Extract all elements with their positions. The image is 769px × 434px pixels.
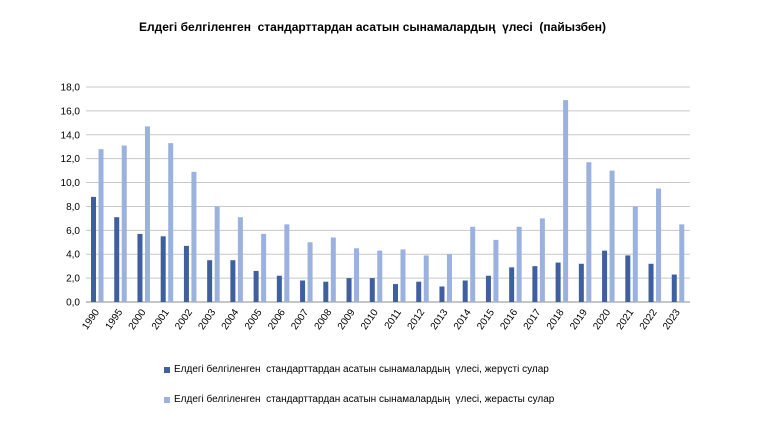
x-tick-label: 2023 <box>661 307 683 332</box>
bar-ground-water <box>656 188 662 302</box>
x-tick-label: 2014 <box>452 307 474 332</box>
y-tick-label: 16,0 <box>61 106 81 117</box>
bar-ground-water <box>446 254 452 302</box>
x-tick-label: 2002 <box>173 307 195 332</box>
legend-label-ground-water: Елдегі белгіленген стандарттардан асатын… <box>174 394 555 405</box>
bar-surface-water <box>462 280 468 302</box>
x-tick-label: 2007 <box>289 307 311 332</box>
x-tick-label: 1995 <box>104 307 126 332</box>
bar-surface-water <box>509 267 515 302</box>
bar-surface-water <box>91 196 96 302</box>
bar-surface-water <box>578 263 584 302</box>
bar-ground-water <box>121 145 127 302</box>
bar-ground-water <box>563 100 569 302</box>
bar-surface-water <box>323 281 329 302</box>
bar-ground-water <box>516 226 522 302</box>
bar-ground-water <box>609 170 615 302</box>
bar-surface-water <box>207 260 213 302</box>
x-tick-label: 2017 <box>522 307 544 332</box>
x-tick-label: 2020 <box>591 307 613 332</box>
legend-swatch-surface-water <box>164 366 170 373</box>
bar-ground-water <box>144 126 150 303</box>
bar-ground-water <box>377 250 383 302</box>
legend-swatch-ground-water <box>164 396 170 403</box>
bar-ground-water <box>470 226 476 302</box>
x-tick-label: 2009 <box>336 307 358 332</box>
y-tick-label: 6,0 <box>66 226 80 237</box>
x-tick-label: 1990 <box>80 307 102 332</box>
bar-surface-water <box>602 250 608 302</box>
legend-item-ground-water: Елдегі белгіленген стандарттардан асатын… <box>164 394 554 405</box>
legend-label-surface-water: Елдегі белгіленген стандарттардан асатын… <box>174 364 549 375</box>
x-tick-label: 2022 <box>638 307 660 332</box>
x-tick-label: 2021 <box>615 307 637 332</box>
x-tick-label: 2005 <box>243 307 265 332</box>
bar-surface-water <box>485 275 491 302</box>
y-tick-label: 2,0 <box>66 274 80 285</box>
bar-ground-water <box>237 217 243 302</box>
bar-surface-water <box>393 284 398 302</box>
bar-surface-water <box>300 280 306 302</box>
bar-ground-water <box>191 171 197 302</box>
x-tick-label: 2010 <box>359 307 381 332</box>
x-tick-label: 2000 <box>127 307 149 332</box>
x-tick-label: 2003 <box>196 307 218 332</box>
bar-surface-water <box>648 263 654 302</box>
y-tick-label: 8,0 <box>66 202 80 213</box>
y-tick-label: 12,0 <box>61 154 81 165</box>
y-tick-label: 0,0 <box>66 298 80 309</box>
y-tick-label: 18,0 <box>61 83 81 94</box>
bar-ground-water <box>354 248 360 302</box>
bar-ground-water <box>307 242 313 302</box>
bar-ground-water <box>284 224 290 302</box>
x-tick-label: 2006 <box>266 307 288 332</box>
bar-ground-water <box>539 218 545 302</box>
bar-ground-water <box>98 149 104 302</box>
bar-ground-water <box>423 255 429 302</box>
bar-surface-water <box>671 274 677 302</box>
bar-surface-water <box>439 286 445 302</box>
bar-ground-water <box>168 143 174 302</box>
y-tick-label: 14,0 <box>61 130 81 141</box>
bar-ground-water <box>679 224 685 302</box>
bar-surface-water <box>416 281 422 302</box>
x-tick-label: 2011 <box>383 307 405 331</box>
legend-item-surface-water: Елдегі белгіленген стандарттардан асатын… <box>164 364 549 375</box>
x-tick-label: 2012 <box>406 307 428 332</box>
bar-surface-water <box>532 266 538 302</box>
bar-surface-water <box>160 236 166 302</box>
x-tick-label: 2004 <box>220 307 242 332</box>
bar-ground-water <box>586 162 592 302</box>
x-tick-label: 2016 <box>498 307 520 332</box>
x-tick-label: 2013 <box>429 307 451 332</box>
bar-ground-water <box>261 233 267 302</box>
bar-surface-water <box>369 278 375 302</box>
bar-ground-water <box>214 206 220 302</box>
x-tick-label: 2001 <box>150 307 172 332</box>
bar-ground-water <box>632 206 638 302</box>
y-tick-label: 4,0 <box>66 250 80 261</box>
bar-surface-water <box>555 262 561 302</box>
bar-ground-water <box>330 237 336 302</box>
y-tick-label: 10,0 <box>61 178 81 189</box>
x-tick-label: 2008 <box>313 307 335 332</box>
bar-surface-water <box>253 270 259 302</box>
bar-surface-water <box>230 260 236 302</box>
x-tick-label: 2018 <box>545 307 567 332</box>
bar-surface-water <box>137 233 143 302</box>
bar-surface-water <box>625 255 631 302</box>
x-tick-label: 2015 <box>475 307 497 332</box>
bar-surface-water <box>346 278 352 302</box>
bar-ground-water <box>400 249 406 302</box>
bar-ground-water <box>493 239 499 302</box>
bar-surface-water <box>114 217 120 302</box>
chart-title: Елдегі белгіленген стандарттардан асатын… <box>139 20 606 34</box>
x-tick-label: 2019 <box>568 307 590 332</box>
bar-surface-water <box>276 275 282 302</box>
bar-surface-water <box>183 245 189 302</box>
